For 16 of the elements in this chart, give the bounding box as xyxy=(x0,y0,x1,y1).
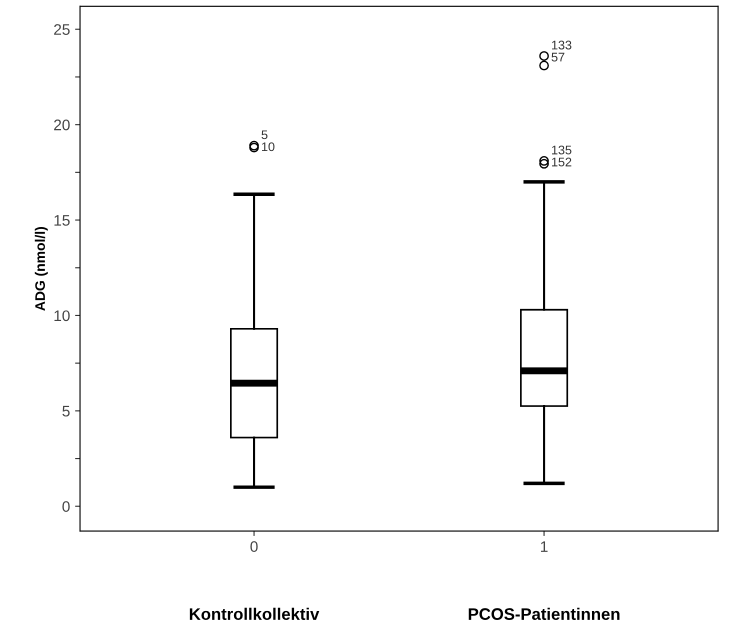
text: Kontrollkollektiv xyxy=(190,608,320,620)
y-tick-label: 5 xyxy=(62,406,70,417)
y-tick-label: 20 xyxy=(54,120,70,130)
y-tick-label: 15 xyxy=(54,215,70,226)
annotation: 133 xyxy=(552,40,572,50)
annotation: 135 xyxy=(552,146,572,154)
y-tick-label: 0 xyxy=(62,501,70,512)
text: PCOS-Patientinnen xyxy=(468,608,620,620)
annotation: 5 xyxy=(262,130,268,140)
y-axis-title: ADG (nmol/l) xyxy=(34,226,48,311)
annotation: 152 xyxy=(552,158,572,166)
y-tick-label: 10 xyxy=(54,310,70,322)
y-tick-label: 25 xyxy=(54,24,70,35)
x-tick-label: 1 xyxy=(540,541,548,552)
annotation: 10 xyxy=(262,142,274,152)
annotation: 57 xyxy=(552,52,564,62)
